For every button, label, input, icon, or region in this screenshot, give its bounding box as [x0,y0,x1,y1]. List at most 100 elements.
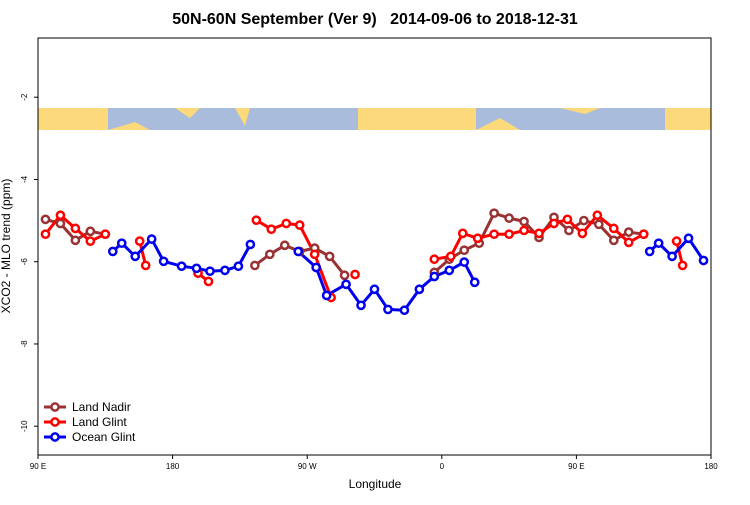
data-point [245,239,256,250]
data-point [623,227,634,237]
data-point [203,276,214,287]
data-point [55,218,66,229]
data-point [444,265,455,276]
data-point [40,214,51,225]
x-tick-label: 180 [166,462,180,471]
data-point [564,225,574,236]
data-point [399,305,410,316]
legend-label: Land Glint [72,415,127,429]
data-point [519,225,529,236]
data-point [472,233,483,244]
data-point [309,249,320,260]
map-ocean [476,108,600,130]
chart-title: 50N-60N September (Ver 9) 2014-09-06 to … [172,11,578,28]
data-point [356,300,366,311]
plot-frame [37,37,712,456]
data-point [100,229,111,240]
y-tick-label: -6 [20,258,29,266]
data-point [549,218,559,229]
data-point [504,213,514,223]
data-point [489,208,499,219]
data-point [107,246,118,257]
legend-label: Ocean Glint [72,430,136,444]
data-point [264,249,275,260]
x-tick-label: 90 E [568,462,584,471]
data-point [158,256,169,267]
data-point [459,257,470,267]
data-point [321,290,332,301]
data-point [608,235,619,246]
data-point [233,261,244,272]
data-point [698,255,709,266]
data-point [683,233,694,244]
data-point [469,277,480,288]
y-axis-label: XCO2 - MLO trend (ppm) [0,179,13,314]
y-tick-label: -4 [20,175,29,183]
series-line [44,213,685,299]
data-point [638,229,649,240]
data-point [70,223,81,234]
data-point [677,260,688,271]
x-tick-label: 180 [704,462,718,471]
data-point [85,226,96,237]
data-point [519,216,529,227]
data-point [266,224,277,235]
data-point [429,254,440,265]
data-point [667,251,677,262]
y-tick-label: -2 [20,93,29,101]
data-point [562,214,573,225]
legend-marker [50,432,60,442]
data-point [534,228,544,239]
legend-label: Land Nadir [72,400,131,414]
data-point [445,251,456,262]
legend-marker [50,417,60,427]
y-tick-label: -8 [20,340,29,348]
data-point [429,271,440,282]
data-point [191,263,202,274]
data-point [324,251,335,262]
data-point [457,228,468,239]
data-point [281,218,292,229]
data-point [130,251,141,262]
map-strip [38,108,711,130]
map-ocean [665,108,711,130]
data-point [592,210,603,221]
data-point [311,262,322,273]
data-point [116,238,127,249]
map-ocean [358,108,476,130]
map-ocean [38,108,108,130]
data-point [341,279,351,290]
data-point [644,246,655,257]
data-point [350,269,360,280]
x-tick-label: 90 W [298,462,317,471]
data-point [504,229,514,240]
data-point [55,210,66,221]
data-point [369,284,380,295]
data-point [176,261,187,272]
data-point [140,260,151,271]
legend-marker [50,402,60,412]
data-point [579,215,589,226]
data-point [40,229,51,240]
x-tick-label: 0 [440,462,445,471]
data-point [608,223,619,234]
data-point [134,236,145,247]
x-tick-label: 90 E [30,462,46,471]
data-point [220,265,230,276]
data-point [70,235,81,246]
x-axis-label: Longitude [349,477,402,491]
data-point [623,237,634,248]
data-point [279,240,290,251]
data-point [489,229,499,240]
data-point [294,220,305,230]
map-ocean [108,108,250,130]
data-point [593,219,604,230]
data-point [671,236,682,247]
data-point [414,284,425,295]
data-point [577,228,588,239]
data-point [339,270,350,281]
data-point [251,215,262,226]
data-point [383,304,393,315]
